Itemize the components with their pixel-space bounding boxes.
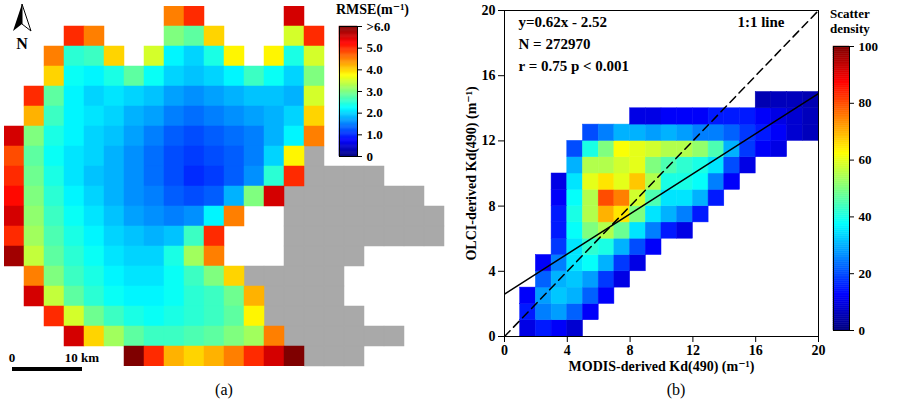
svg-text:0: 0 xyxy=(489,329,496,344)
svg-text:20: 20 xyxy=(482,3,496,18)
html-text:(b): (b) xyxy=(666,381,686,398)
svg-text:60: 60 xyxy=(859,152,872,167)
svg-text:r = 0.75 p < 0.001: r = 0.75 p < 0.001 xyxy=(519,58,630,74)
svg-text:2.0: 2.0 xyxy=(367,105,383,120)
svg-text:0: 0 xyxy=(859,323,866,338)
svg-text:OLCI-derived Kd(490) (m⁻¹): OLCI-derived Kd(490) (m⁻¹) xyxy=(464,86,480,260)
svg-text:8: 8 xyxy=(489,199,496,214)
svg-text:100: 100 xyxy=(859,39,879,54)
svg-text:0: 0 xyxy=(501,343,508,358)
svg-text:12: 12 xyxy=(482,133,496,148)
svg-text:y=0.62x - 2.52: y=0.62x - 2.52 xyxy=(519,14,608,30)
html-text:Scatter: Scatter xyxy=(830,6,870,21)
svg-text:>6.0: >6.0 xyxy=(367,19,391,34)
svg-text:N = 272970: N = 272970 xyxy=(519,36,591,52)
svg-text:20: 20 xyxy=(859,266,872,281)
svg-text:5.0: 5.0 xyxy=(367,40,383,55)
svg-text:N: N xyxy=(16,35,28,52)
svg-text:12: 12 xyxy=(686,343,700,358)
svg-text:8: 8 xyxy=(627,343,634,358)
svg-text:40: 40 xyxy=(859,209,872,224)
svg-text:4.0: 4.0 xyxy=(367,62,383,77)
svg-text:16: 16 xyxy=(749,343,763,358)
svg-text:0: 0 xyxy=(367,149,374,164)
svg-text:80: 80 xyxy=(859,95,872,110)
html-text:density: density xyxy=(830,21,870,36)
svg-text:10 km: 10 km xyxy=(65,350,99,365)
svg-text:1.0: 1.0 xyxy=(367,127,383,142)
svg-text:3.0: 3.0 xyxy=(367,84,383,99)
html-text:(a): (a) xyxy=(215,381,233,398)
svg-text:MODIS-derived Kd(490) (m⁻¹): MODIS-derived Kd(490) (m⁻¹) xyxy=(569,359,755,375)
svg-text:1:1 line: 1:1 line xyxy=(737,14,784,30)
html-text:RMSE(m⁻¹): RMSE(m⁻¹) xyxy=(336,2,409,17)
svg-text:4: 4 xyxy=(564,343,571,358)
svg-text:0: 0 xyxy=(9,350,16,365)
svg-text:4: 4 xyxy=(489,264,496,279)
svg-text:20: 20 xyxy=(812,343,826,358)
svg-text:16: 16 xyxy=(482,68,496,83)
